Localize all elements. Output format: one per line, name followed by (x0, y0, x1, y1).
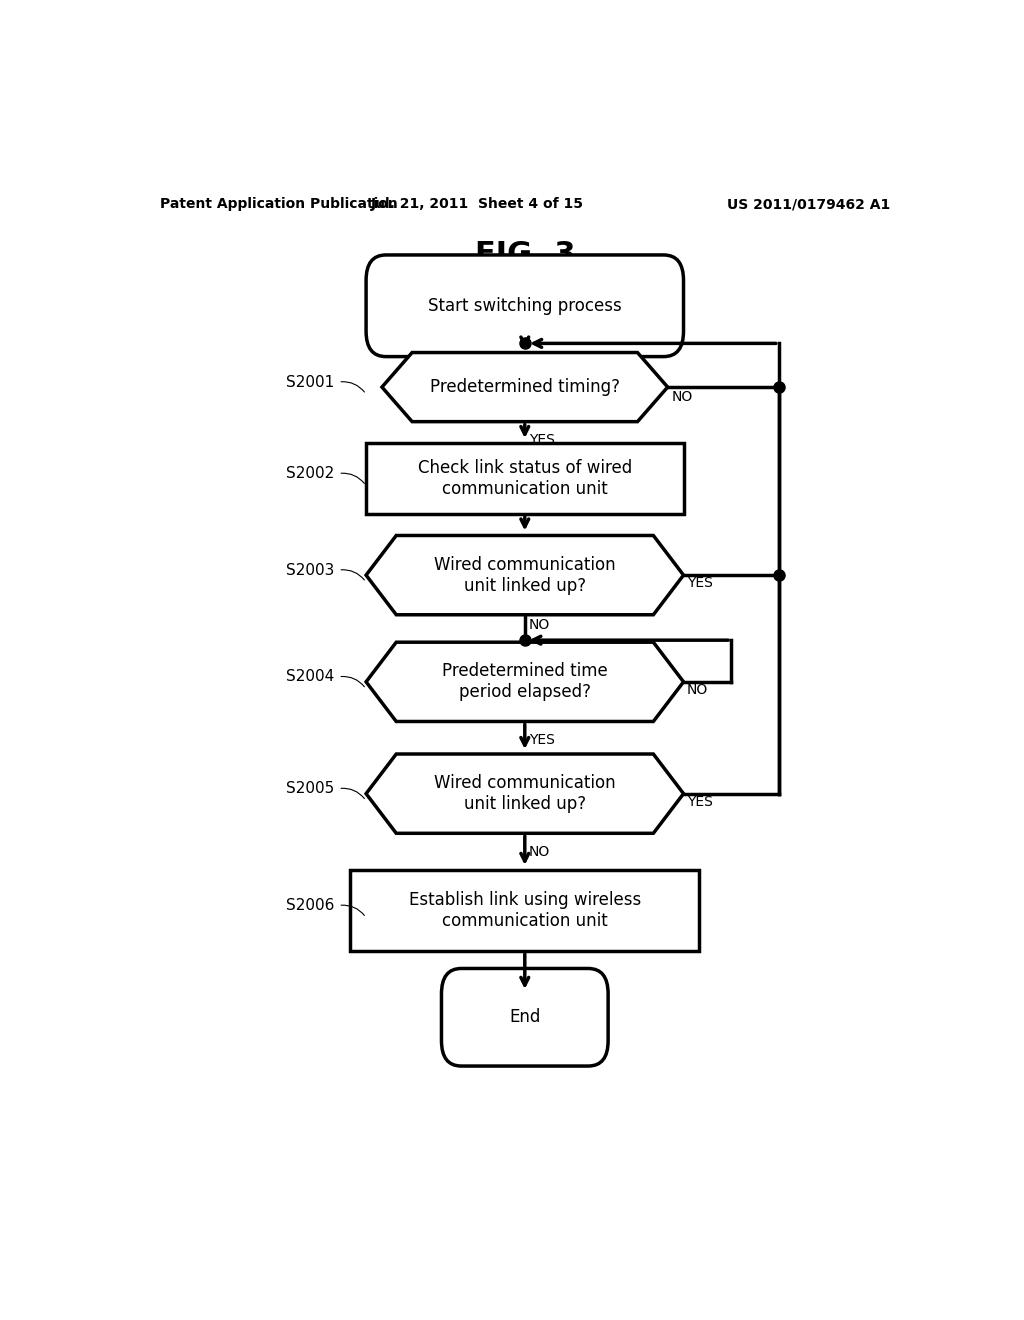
Text: Wired communication
unit linked up?: Wired communication unit linked up? (434, 775, 615, 813)
Text: Patent Application Publication: Patent Application Publication (160, 197, 397, 211)
Text: Wired communication
unit linked up?: Wired communication unit linked up? (434, 556, 615, 594)
Text: NO: NO (687, 682, 708, 697)
Text: Check link status of wired
communication unit: Check link status of wired communication… (418, 459, 632, 498)
FancyBboxPatch shape (367, 255, 684, 356)
Text: S2006: S2006 (286, 898, 334, 913)
Text: YES: YES (528, 433, 555, 447)
FancyBboxPatch shape (441, 969, 608, 1067)
Text: US 2011/0179462 A1: US 2011/0179462 A1 (727, 197, 890, 211)
Polygon shape (367, 536, 684, 615)
Text: S2003: S2003 (286, 562, 334, 578)
Text: Establish link using wireless
communication unit: Establish link using wireless communicat… (409, 891, 641, 929)
Text: NO: NO (528, 618, 550, 632)
Text: FIG. 3: FIG. 3 (474, 240, 575, 269)
Polygon shape (367, 643, 684, 722)
Text: Start switching process: Start switching process (428, 297, 622, 314)
Text: NO: NO (528, 845, 550, 858)
Polygon shape (382, 352, 668, 421)
Text: Jul. 21, 2011  Sheet 4 of 15: Jul. 21, 2011 Sheet 4 of 15 (371, 197, 584, 211)
Text: S2004: S2004 (286, 669, 334, 684)
Text: S2005: S2005 (286, 781, 334, 796)
Text: NO: NO (672, 391, 693, 404)
Text: End: End (509, 1008, 541, 1026)
Polygon shape (367, 754, 684, 833)
Text: YES: YES (687, 577, 713, 590)
Bar (350, 870, 699, 952)
Text: S2002: S2002 (286, 466, 334, 480)
Text: S2001: S2001 (286, 375, 334, 389)
Text: Predetermined time
period elapsed?: Predetermined time period elapsed? (442, 663, 607, 701)
Text: YES: YES (528, 733, 555, 747)
Bar (367, 444, 684, 515)
Text: YES: YES (687, 795, 713, 809)
Text: Predetermined timing?: Predetermined timing? (430, 378, 620, 396)
